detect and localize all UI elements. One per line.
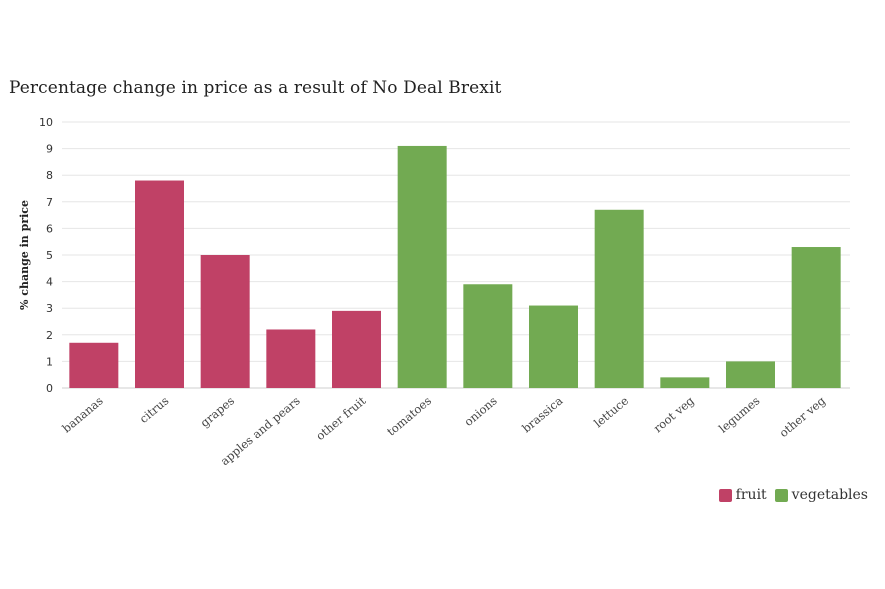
y-tick-label: 6 xyxy=(46,222,53,235)
y-tick-label: 5 xyxy=(46,249,53,262)
x-tick-label: root veg xyxy=(651,393,697,435)
y-tick-label: 8 xyxy=(46,169,53,182)
legend-label-vegetables: vegetables xyxy=(791,487,868,503)
bar-citrus[interactable] xyxy=(135,180,184,388)
bar-legumes[interactable] xyxy=(726,361,775,388)
legend-swatch-fruit xyxy=(718,488,732,502)
bar-grapes[interactable] xyxy=(200,255,250,388)
bar-other-fruit[interactable] xyxy=(332,310,381,388)
bar-root-veg[interactable] xyxy=(660,377,710,388)
y-tick-label: 10 xyxy=(39,116,53,129)
bar-onions[interactable] xyxy=(463,284,513,388)
bar-bananas[interactable] xyxy=(69,342,119,388)
x-tick-label: citrus xyxy=(137,394,172,426)
legend: fruit vegetables xyxy=(718,487,868,503)
x-tick-label: grapes xyxy=(198,394,238,430)
x-tick-label: onions xyxy=(461,394,499,429)
y-tick-label: 1 xyxy=(46,355,53,368)
gridlines xyxy=(62,121,850,389)
y-tick-label: 4 xyxy=(46,276,53,289)
y-tick-label: 3 xyxy=(46,302,53,315)
legend-swatch-vegetables xyxy=(774,488,788,502)
y-axis-title: % change in price xyxy=(18,200,31,310)
y-tick-label: 7 xyxy=(46,196,53,209)
x-tick-label: bananas xyxy=(59,394,105,436)
y-tick-label: 9 xyxy=(46,143,53,156)
x-tick-label: tomatoes xyxy=(384,394,434,439)
x-tick-label: lettuce xyxy=(591,393,631,430)
chart-title: Percentage change in price as a result o… xyxy=(9,78,502,98)
legend-item-fruit[interactable]: fruit xyxy=(718,487,767,503)
bar-apples-and-pears[interactable] xyxy=(266,329,316,388)
bar-other-veg[interactable] xyxy=(791,247,841,388)
x-tick-label: other veg xyxy=(777,393,829,440)
x-tick-label: other fruit xyxy=(313,393,369,443)
legend-label-fruit: fruit xyxy=(735,487,767,503)
bar-brassica[interactable] xyxy=(529,305,578,388)
y-axis-ticks: 0 1 2 3 4 5 6 7 8 9 10 xyxy=(39,116,53,395)
y-tick-label: 2 xyxy=(46,329,53,342)
legend-item-vegetables[interactable]: vegetables xyxy=(774,487,868,503)
bar-tomatoes[interactable] xyxy=(397,145,447,388)
x-tick-label: brassica xyxy=(519,393,565,435)
y-tick-label: 0 xyxy=(46,382,53,395)
x-tick-label: legumes xyxy=(716,394,763,436)
bar-lettuce[interactable] xyxy=(594,209,644,388)
bars xyxy=(69,145,841,388)
